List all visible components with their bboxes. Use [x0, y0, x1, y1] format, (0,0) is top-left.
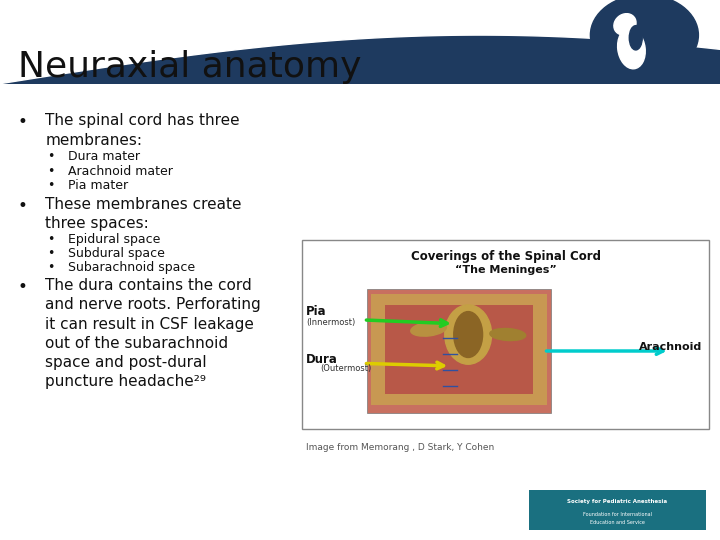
Text: (Outermost): (Outermost): [320, 364, 372, 373]
FancyBboxPatch shape: [302, 240, 709, 429]
Text: Foundation for International: Foundation for International: [583, 511, 652, 517]
FancyBboxPatch shape: [385, 305, 533, 394]
Ellipse shape: [490, 328, 526, 341]
Text: •: •: [47, 247, 54, 260]
FancyBboxPatch shape: [371, 294, 547, 405]
Text: •: •: [47, 233, 54, 246]
Text: Neuraxial anatomy: Neuraxial anatomy: [18, 51, 361, 84]
Text: Arachnoid: Arachnoid: [639, 342, 702, 352]
Text: Coverings of the Spinal Cord: Coverings of the Spinal Cord: [411, 250, 600, 263]
Text: Image from Memorang , D Stark, Y Cohen: Image from Memorang , D Stark, Y Cohen: [306, 443, 494, 452]
Text: Arachnoid mater: Arachnoid mater: [68, 165, 174, 178]
Text: •: •: [18, 113, 28, 131]
Text: •: •: [47, 150, 54, 163]
Text: •: •: [18, 278, 28, 296]
Text: •: •: [47, 261, 54, 274]
FancyBboxPatch shape: [367, 289, 551, 413]
Text: Society for Pediatric Anesthesia: Society for Pediatric Anesthesia: [567, 498, 667, 504]
Text: Dura: Dura: [306, 353, 338, 366]
Text: •: •: [18, 197, 28, 215]
Ellipse shape: [618, 29, 645, 69]
Text: “The Meninges”: “The Meninges”: [455, 265, 557, 275]
Text: Dura mater: Dura mater: [68, 150, 140, 163]
Ellipse shape: [411, 322, 446, 336]
Text: Education and Service: Education and Service: [590, 521, 645, 525]
Ellipse shape: [454, 312, 482, 357]
Text: Pia: Pia: [306, 305, 327, 319]
Ellipse shape: [614, 14, 636, 35]
Text: •: •: [47, 179, 54, 192]
Text: The spinal cord has three
membranes:: The spinal cord has three membranes:: [45, 113, 240, 147]
Text: Epidural space: Epidural space: [68, 233, 161, 246]
FancyBboxPatch shape: [529, 490, 706, 530]
Text: Subdural space: Subdural space: [68, 247, 166, 260]
FancyBboxPatch shape: [0, 0, 720, 84]
Text: Subarachnoid space: Subarachnoid space: [68, 261, 196, 274]
Text: The dura contains the cord
and nerve roots. Perforating
it can result in CSF lea: The dura contains the cord and nerve roo…: [45, 278, 261, 389]
Ellipse shape: [629, 25, 642, 50]
Text: •: •: [47, 165, 54, 178]
Ellipse shape: [445, 305, 492, 364]
Circle shape: [590, 0, 698, 76]
Text: (Innermost): (Innermost): [306, 318, 355, 327]
Text: Pia mater: Pia mater: [68, 179, 129, 192]
Text: These membranes create
three spaces:: These membranes create three spaces:: [45, 197, 242, 231]
